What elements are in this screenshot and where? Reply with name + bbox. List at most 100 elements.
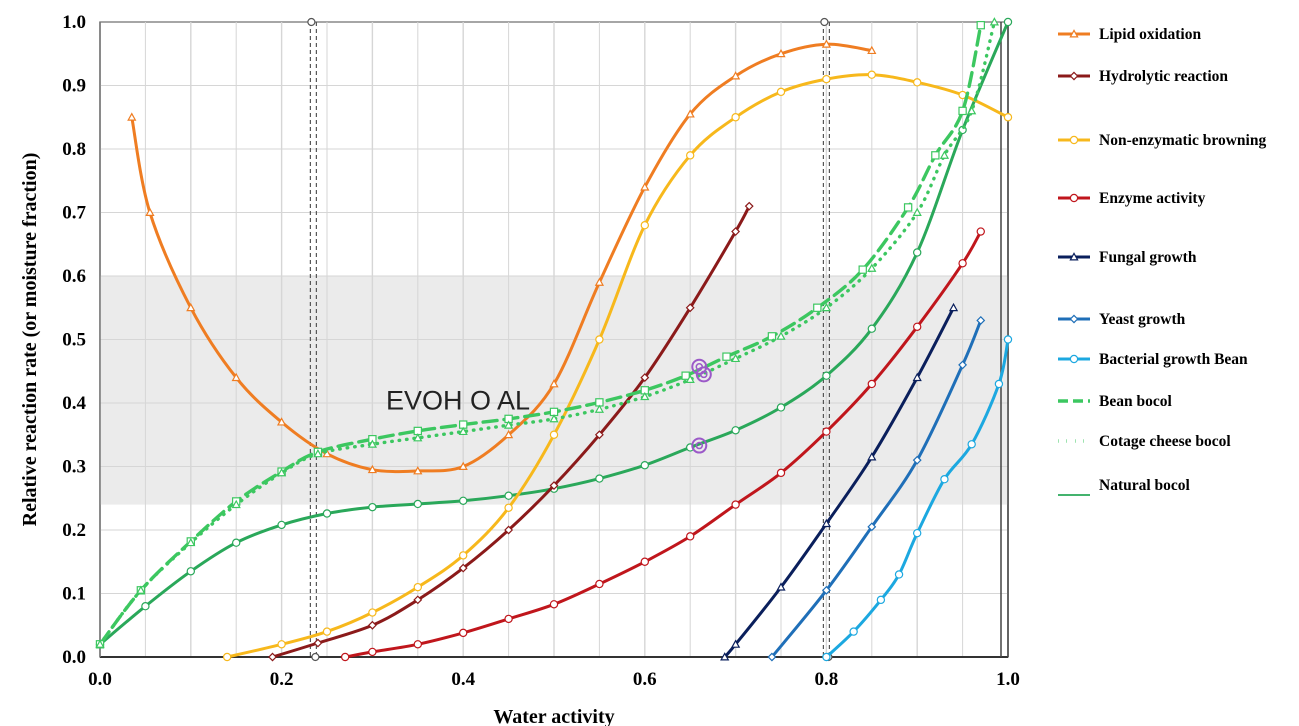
data-point [595, 474, 604, 483]
data-point [967, 440, 976, 449]
data-point [822, 74, 831, 84]
data-point [145, 207, 155, 216]
data-point [231, 538, 241, 547]
data-point [685, 303, 695, 313]
data-point [867, 263, 877, 272]
legend-label: Bacterial growth Bean [1099, 351, 1248, 368]
y-tick-label: 0.5 [62, 330, 86, 351]
data-point [313, 638, 323, 648]
legend-item: Natural bocol [1058, 477, 1191, 496]
data-point [595, 579, 604, 589]
data-point [231, 499, 241, 509]
data-point [931, 151, 940, 160]
series-line [343, 230, 983, 659]
data-point [939, 150, 950, 159]
data-point [95, 639, 105, 648]
annotation-label: EVOH O AL [386, 385, 530, 415]
data-point [722, 352, 731, 361]
data-point [822, 652, 831, 662]
y-tick-label: 0.9 [62, 76, 86, 97]
data-point [549, 414, 559, 423]
data-point [367, 439, 378, 448]
legend-item: Non-enzymatic browning [1058, 132, 1266, 149]
data-point [549, 379, 559, 388]
x-tick-label: 0.0 [88, 669, 112, 690]
legend-marker [1069, 314, 1079, 324]
legend-label: Fungal growth [1099, 249, 1197, 266]
y-tick-label: 0.0 [62, 647, 86, 668]
legend: Lipid oxidation Hydrolytic reaction Non-en… [1058, 26, 1266, 496]
data-point [940, 475, 949, 484]
data-point [912, 455, 922, 465]
data-point [867, 45, 877, 55]
data-point [994, 379, 1004, 389]
x-tick-label: 0.8 [815, 669, 839, 690]
data-point [813, 303, 822, 312]
data-point [277, 640, 286, 649]
data-point [322, 509, 332, 518]
legend-marker [1069, 71, 1079, 81]
y-tick-label: 0.7 [62, 203, 86, 224]
data-point [367, 620, 377, 630]
data-point [958, 106, 967, 116]
data-point [731, 500, 740, 509]
legend-label: Non-enzymatic browning [1099, 132, 1266, 149]
data-point [186, 302, 196, 312]
y-tick-label: 0.3 [62, 457, 86, 478]
highlight-ring [695, 366, 712, 383]
data-point [730, 71, 741, 80]
data-point [913, 322, 922, 331]
reference-marker [820, 17, 829, 27]
data-point [976, 20, 985, 30]
data-point [720, 652, 730, 661]
data-point [686, 151, 695, 160]
data-point [368, 502, 377, 512]
data-point [640, 373, 650, 383]
data-point [958, 259, 967, 268]
data-point [730, 353, 741, 363]
data-point [767, 652, 777, 662]
data-point [594, 277, 605, 286]
data-point [867, 452, 877, 461]
legend-label: Yeast growth [1099, 311, 1186, 328]
data-point [413, 466, 423, 475]
highlight-ring [691, 358, 708, 375]
data-point [776, 87, 786, 97]
data-point [1003, 335, 1013, 344]
data-point [640, 557, 650, 566]
legend-item: Enzyme activity [1058, 190, 1206, 207]
data-point [976, 227, 985, 236]
legend-label: Lipid oxidation [1099, 26, 1201, 43]
data-point [368, 647, 377, 657]
data-point [127, 112, 137, 121]
reference-marker [307, 17, 316, 27]
legend-label: Bean bocol [1099, 393, 1172, 410]
data-point [277, 520, 286, 530]
data-point [313, 448, 323, 458]
data-point [876, 595, 886, 605]
highlight-ring [691, 437, 708, 454]
data-point [594, 430, 604, 440]
data-point [503, 420, 514, 429]
data-point [821, 518, 832, 528]
data-point [912, 372, 922, 382]
data-point [867, 70, 877, 79]
data-point [821, 39, 832, 48]
series-bacterial-growth-bean [822, 335, 1013, 662]
data-point [867, 379, 877, 389]
series-yeast-growth [767, 316, 986, 662]
data-point [186, 537, 196, 547]
reference-marker [311, 652, 320, 662]
data-point [867, 324, 877, 333]
data-point [730, 639, 741, 648]
data-point [186, 567, 195, 576]
x-tick-label: 1.0 [996, 669, 1020, 690]
data-point [867, 522, 877, 532]
data-point [503, 429, 514, 439]
data-point [822, 371, 831, 380]
y-tick-label: 0.2 [62, 520, 86, 541]
legend-item: Hydrolytic reaction [1058, 68, 1228, 85]
data-point [967, 106, 977, 115]
highlight-markers [691, 358, 712, 454]
data-point [913, 248, 922, 257]
